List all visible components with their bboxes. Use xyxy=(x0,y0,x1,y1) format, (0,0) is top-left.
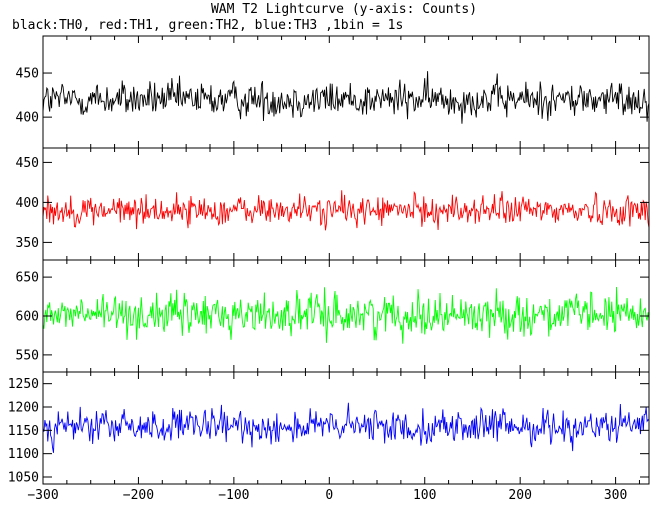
y-tick-label: 350 xyxy=(16,236,39,251)
y-tick-label: 1100 xyxy=(8,447,39,462)
x-axis: −300 −200 −100 0 100 200 300 xyxy=(27,488,627,503)
y-tick-label: 450 xyxy=(16,156,39,171)
panel-th2: 550 600 650 xyxy=(16,259,650,373)
chart-subtitle: black:TH0, red:TH1, green:TH2, blue:TH3 … xyxy=(12,18,403,33)
x-tick-label: 0 xyxy=(325,488,333,503)
y-tick-label: 1200 xyxy=(8,401,39,416)
y-tick-label: 550 xyxy=(16,348,39,363)
x-tick-label: 300 xyxy=(604,488,627,503)
series-line-th3 xyxy=(43,402,649,453)
x-tick-label: 100 xyxy=(413,488,436,503)
y-tick-label: 450 xyxy=(16,67,39,82)
chart-title: WAM T2 Lightcurve (y-axis: Counts) xyxy=(211,2,477,17)
x-tick-label: 200 xyxy=(508,488,531,503)
y-tick-label: 1250 xyxy=(8,377,39,392)
x-tick-label: −100 xyxy=(218,488,249,503)
series-line-th2 xyxy=(43,286,649,344)
panel-frame-th3 xyxy=(42,371,650,485)
y-tick-label: 400 xyxy=(16,196,39,211)
series-line-th0 xyxy=(43,71,649,124)
series-line-th1 xyxy=(43,190,649,231)
x-tick-label: −200 xyxy=(123,488,154,503)
panel-th0: 400 450 xyxy=(16,35,650,149)
y-tick-label: 1050 xyxy=(8,471,39,486)
y-tick-label: 400 xyxy=(16,111,39,126)
panel-th1: 350 400 450 xyxy=(16,147,650,261)
x-tick-label: −300 xyxy=(27,488,58,503)
y-tick-label: 600 xyxy=(16,310,39,325)
panels-layer: 400 450 350 400 450 550 600 650 1050 1100 1150 1200… xyxy=(8,35,650,486)
y-tick-label: 1150 xyxy=(8,424,39,439)
panel-th3: 1050 1100 1150 1200 1250 xyxy=(8,371,650,486)
y-tick-label: 650 xyxy=(16,271,39,286)
